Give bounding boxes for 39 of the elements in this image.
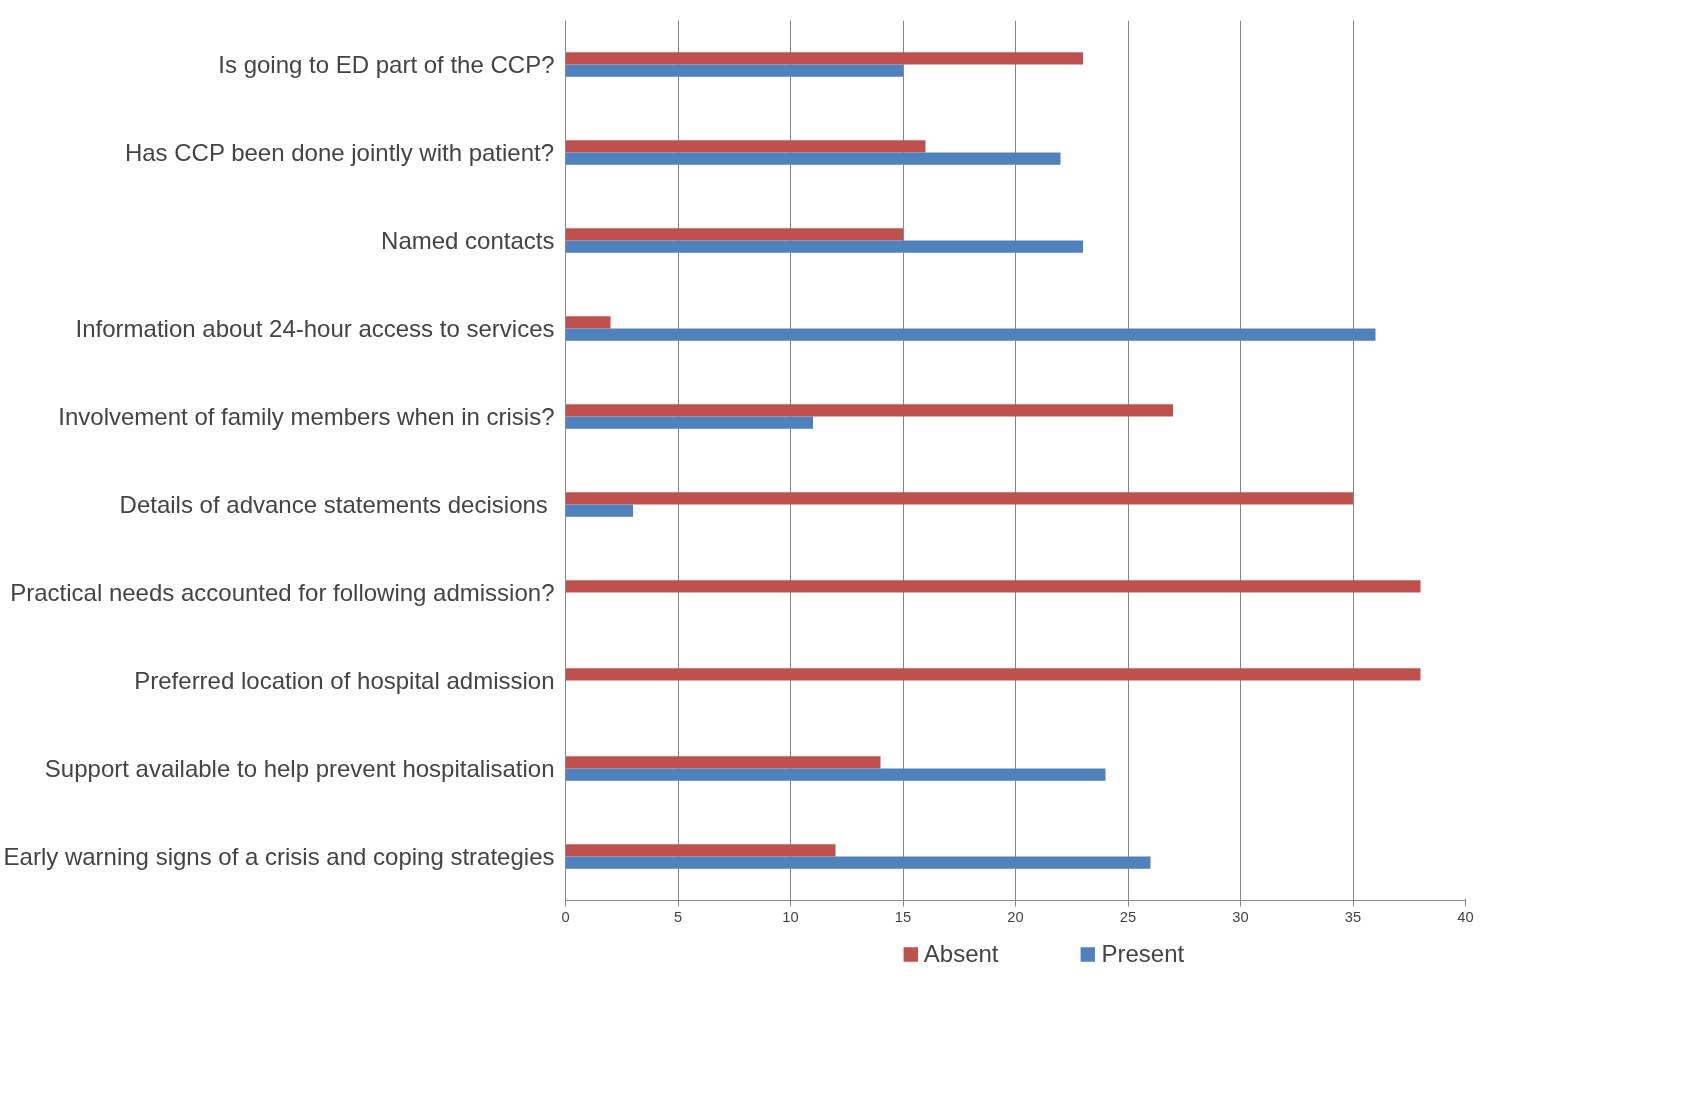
x-tick-label: 10 xyxy=(782,908,799,925)
y-tick-label: Practical needs accounted for following admission? xyxy=(10,579,555,606)
bar xyxy=(565,756,881,769)
bar xyxy=(565,52,1083,65)
bar xyxy=(565,152,1061,165)
bar xyxy=(565,856,1151,869)
legend-label: Absent xyxy=(923,940,999,968)
x-tick-label: 5 xyxy=(673,908,683,925)
y-tick-label: Involvement of family members when in crisis? xyxy=(58,403,555,430)
y-tick-label: Early warning signs of a crisis and coping strategies xyxy=(3,843,555,870)
x-tick-label: 20 xyxy=(1007,908,1024,925)
y-tick-label: Has CCP been done jointly with patient? xyxy=(124,139,555,166)
y-tick-label: Named contacts xyxy=(381,227,555,254)
bar xyxy=(565,404,1173,417)
x-tick-label: 35 xyxy=(1344,908,1362,925)
x-tick-label: 15 xyxy=(894,908,912,925)
legend-label: Present xyxy=(1101,940,1185,968)
y-tick-label: Support available to help prevent hospitalisation xyxy=(44,755,555,782)
bar xyxy=(565,504,633,517)
bar xyxy=(565,140,926,153)
bar xyxy=(565,668,1421,681)
bar xyxy=(565,844,836,857)
x-tick-label: 30 xyxy=(1232,908,1249,925)
bar xyxy=(565,228,903,241)
y-tick-label: Details of advance statements decisions xyxy=(119,491,548,518)
x-tick-label: 0 xyxy=(561,908,570,925)
bar xyxy=(565,492,1353,505)
y-tick-label: Preferred location of hospital admission xyxy=(134,667,555,694)
bar xyxy=(565,580,1421,593)
bar xyxy=(565,316,611,329)
x-tick-label: 25 xyxy=(1119,908,1137,925)
bar xyxy=(565,768,1106,781)
y-tick-label: Information about 24-hour access to services xyxy=(75,315,555,342)
y-tick-label: Is going to ED part of the CCP? xyxy=(218,51,555,78)
bar xyxy=(565,328,1376,341)
bar xyxy=(565,64,903,77)
bar xyxy=(565,416,813,429)
bar xyxy=(565,240,1083,253)
x-tick-label: 40 xyxy=(1457,908,1474,925)
